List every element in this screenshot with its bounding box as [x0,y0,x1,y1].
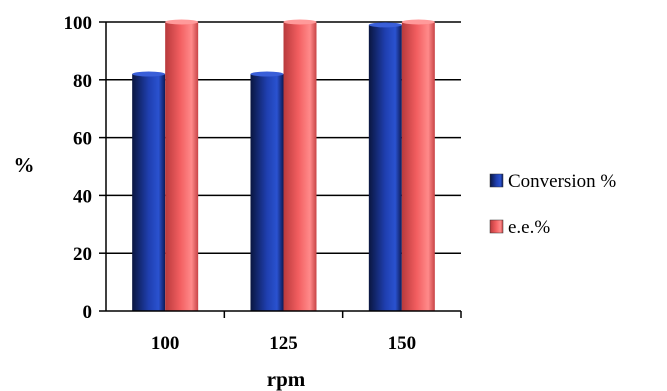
bar-top-highlight [132,71,166,77]
bar-top-highlight [165,19,199,25]
y-tick-label: 80 [73,71,92,92]
bar-ee-125 [283,22,317,311]
bar-top-highlight [401,19,435,25]
bar-ee-150 [401,22,435,311]
y-axis-title: % [14,153,35,177]
bar-top-highlight [250,71,284,77]
bar-top-highlight [368,22,402,28]
y-tick-label: 100 [64,13,93,34]
legend-label-conversion: Conversion % [508,171,616,192]
legend-swatch-ee [489,219,504,234]
x-tick-label: 150 [388,333,417,354]
legend-swatch-conversion [489,173,504,188]
y-tick-label: 60 [73,129,92,150]
x-tick-label: 100 [151,333,180,354]
axes [99,21,462,318]
x-axis-title: rpm [267,367,306,391]
bar-top-highlight [283,19,317,25]
tick-labels: 0 20 40 60 80 100 100 125 150 [64,13,417,354]
x-tick-label: 125 [269,333,298,354]
bars [132,19,435,312]
legend: Conversion % e.e.% [489,171,616,238]
y-tick-label: 0 [83,302,93,323]
bar-ee-100 [165,22,199,311]
y-tick-label: 20 [73,244,92,265]
bar-conversion-100 [132,74,166,312]
bar-conversion-150 [368,24,402,311]
y-tick-label: 40 [73,186,92,207]
legend-label-ee: e.e.% [508,217,550,238]
bar-conversion-125 [250,74,284,312]
